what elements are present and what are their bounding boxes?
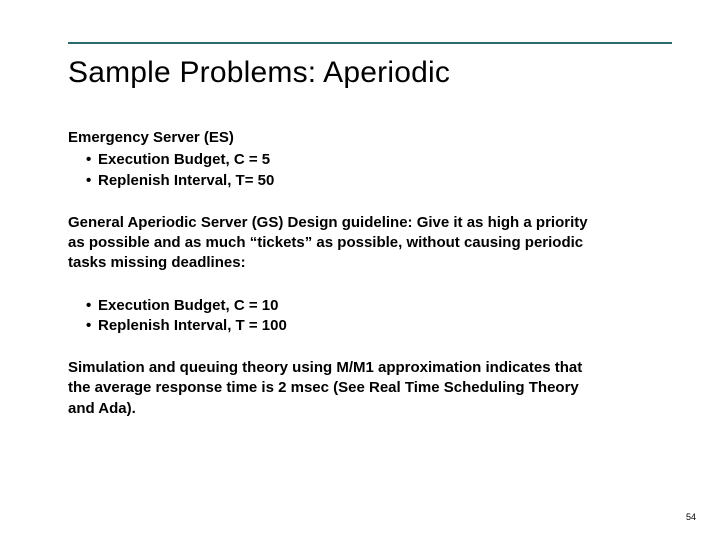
gs-block: General Aperiodic Server (GS) Design gui…	[68, 213, 660, 274]
sim-block: Simulation and queuing theory using M/M1…	[68, 358, 660, 419]
sim-text: Simulation and queuing theory using M/M1…	[68, 358, 588, 419]
bullet-text: Execution Budget, C = 10	[98, 296, 660, 316]
list-item: • Replenish Interval, T= 50	[86, 171, 660, 191]
bullet-text: Replenish Interval, T = 100	[98, 316, 660, 336]
es-block: Emergency Server (ES) • Execution Budget…	[68, 128, 660, 191]
bullet-icon: •	[86, 316, 98, 336]
bullet-icon: •	[86, 171, 98, 191]
horizontal-rule	[68, 42, 672, 44]
list-item: • Execution Budget, C = 5	[86, 150, 660, 170]
list-item: • Execution Budget, C = 10	[86, 296, 660, 316]
bullet-text: Replenish Interval, T= 50	[98, 171, 660, 191]
list-item: • Replenish Interval, T = 100	[86, 316, 660, 336]
gs-heading: General Aperiodic Server (GS) Design gui…	[68, 213, 608, 274]
bullet-icon: •	[86, 150, 98, 170]
gs-bullets: • Execution Budget, C = 10 • Replenish I…	[86, 296, 660, 337]
es-heading: Emergency Server (ES)	[68, 128, 660, 148]
bullet-icon: •	[86, 296, 98, 316]
slide-body: Emergency Server (ES) • Execution Budget…	[68, 128, 660, 441]
slide: Sample Problems: Aperiodic Emergency Ser…	[0, 0, 720, 540]
es-bullets: • Execution Budget, C = 5 • Replenish In…	[86, 150, 660, 191]
slide-title: Sample Problems: Aperiodic	[68, 56, 450, 90]
page-number: 54	[686, 512, 696, 522]
bullet-text: Execution Budget, C = 5	[98, 150, 660, 170]
gs-bullets-block: • Execution Budget, C = 10 • Replenish I…	[68, 296, 660, 337]
